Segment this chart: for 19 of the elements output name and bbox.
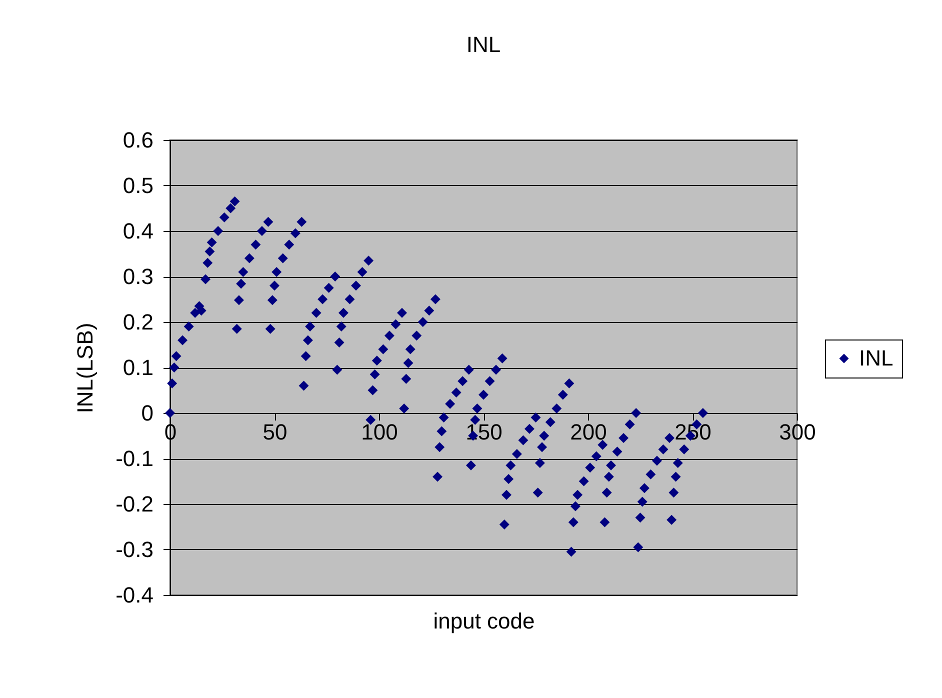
y-tick-label: 0.3 bbox=[122, 264, 154, 289]
chart-title: INL bbox=[466, 32, 501, 57]
x-tick-label: 100 bbox=[361, 420, 398, 444]
y-tick-label: 0.2 bbox=[122, 310, 154, 334]
y-tick-label: 0.6 bbox=[122, 128, 154, 152]
y-tick-label: -0.3 bbox=[116, 537, 154, 562]
y-tick-label: -0.4 bbox=[116, 582, 154, 608]
x-tick-label: 200 bbox=[570, 420, 607, 444]
y-tick-label: -0.1 bbox=[116, 446, 154, 471]
x-axis-title: input code bbox=[433, 608, 535, 634]
y-tick-label: 0.4 bbox=[122, 218, 154, 244]
legend-label: INL bbox=[859, 346, 894, 370]
y-axis-title: INL(LSB) bbox=[72, 322, 98, 414]
y-tick-label: 0.1 bbox=[122, 355, 154, 380]
x-tick-label: 300 bbox=[779, 420, 816, 444]
x-tick-label: 50 bbox=[262, 420, 288, 444]
y-tick-label: 0.5 bbox=[122, 173, 154, 198]
y-tick-label: 0 bbox=[141, 400, 154, 426]
y-tick-label: -0.2 bbox=[116, 492, 154, 516]
